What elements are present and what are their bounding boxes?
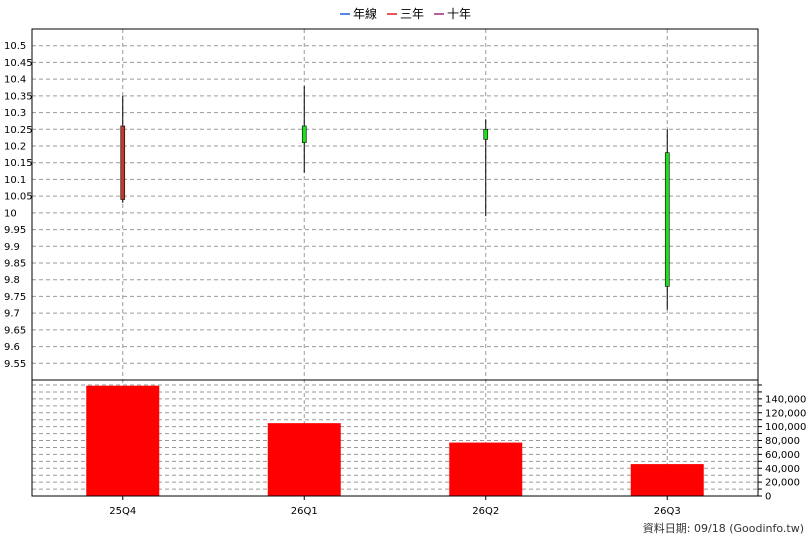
price-tick-label: 9.8 [4, 275, 20, 286]
volume-tick-label: 140,000 [765, 394, 806, 405]
footer-source: 資料日期: 09/18 (Goodinfo.tw) [643, 521, 804, 535]
price-axis: 9.55 9.6 9.65 9.7 9.75 9.8 9.85 9.9 9.95 10 10.05 1… [4, 41, 33, 370]
volume-bar [86, 385, 160, 496]
candles [120, 85, 670, 310]
price-tick-label: 10.35 [4, 91, 33, 102]
volume-bars [86, 385, 704, 496]
candle-body [120, 125, 126, 200]
volume-tick-label: 80,000 [765, 436, 800, 447]
candle-body [664, 152, 670, 287]
volume-tick-label: 120,000 [765, 408, 806, 419]
plot-frame [31, 28, 759, 497]
price-tick-label: 10.3 [4, 108, 26, 119]
volume-tick-label: 60,000 [765, 450, 800, 461]
volume-bar [449, 442, 523, 496]
candle-body [301, 125, 307, 143]
price-tick-label: 9.95 [4, 225, 26, 236]
legend-label: 三年 [400, 7, 424, 21]
price-tick-label: 10.5 [4, 41, 26, 52]
price-tick-label: 9.75 [4, 292, 26, 303]
price-tick-label: 10.45 [4, 58, 33, 69]
price-tick-label: 9.9 [4, 242, 20, 253]
candle-body [483, 128, 489, 140]
volume-tick-label: 100,000 [765, 422, 806, 433]
x-tick-label: 25Q4 [109, 506, 136, 517]
volume-bar [267, 423, 341, 496]
volume-bar [630, 464, 704, 496]
price-tick-label: 10.15 [4, 158, 33, 169]
volume-tick-label: 40,000 [765, 464, 800, 475]
legend: 年線 三年 十年 [340, 6, 471, 21]
price-tick-label: 9.55 [4, 359, 26, 370]
price-tick-label: 9.85 [4, 259, 26, 270]
price-tick-label: 10.2 [4, 142, 26, 153]
price-tick-label: 10.25 [4, 125, 33, 136]
price-tick-label: 10.4 [4, 75, 26, 86]
x-tick-label: 26Q1 [291, 506, 318, 517]
price-tick-label: 9.6 [4, 342, 20, 353]
legend-label: 年線 [353, 6, 377, 21]
price-tick-label: 9.7 [4, 309, 20, 320]
volume-tick-label: 20,000 [765, 478, 800, 489]
x-tick-label: 26Q2 [472, 506, 499, 517]
legend-label: 十年 [447, 7, 471, 21]
volume-axis: 0 20,000 40,000 60,000 80,000 100,000 120,000 1… [758, 384, 806, 503]
price-tick-label: 9.65 [4, 325, 26, 336]
price-tick-label: 10.1 [4, 175, 26, 186]
x-axis: 25Q4 26Q1 26Q2 26Q3 [109, 496, 681, 517]
volume-tick-label: 0 [765, 492, 771, 503]
price-tick-label: 10.05 [4, 192, 33, 203]
price-tick-label: 10 [4, 208, 17, 219]
x-tick-label: 26Q3 [654, 506, 681, 517]
